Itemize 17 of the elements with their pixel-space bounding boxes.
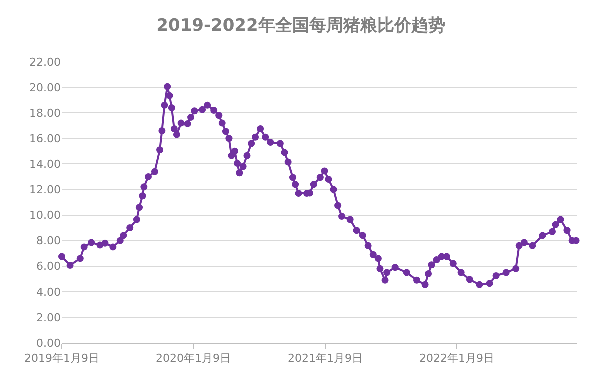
y-tick-label: 2.00 — [36, 311, 61, 324]
y-tick-label: 22.00 — [30, 56, 61, 69]
x-tick-label: 2020年1月9日 — [156, 352, 232, 366]
y-tick-label: 8.00 — [36, 234, 61, 248]
y-tick-label: 18.00 — [30, 106, 61, 120]
y-tick-label: 6.00 — [36, 260, 61, 274]
chart-title: 2019-2022年全国每周猪粮比价趋势 — [156, 16, 446, 36]
y-tick-label: 4.00 — [36, 286, 61, 299]
y-tick-label: 0.00 — [36, 336, 61, 350]
y-tick-label: 16.00 — [30, 132, 61, 146]
y-tick-label: 12.00 — [30, 184, 61, 197]
x-tick-label: 2019年1月9日 — [24, 352, 100, 366]
y-tick-label: 10.00 — [30, 209, 61, 222]
y-tick-label: 20.00 — [30, 81, 61, 94]
x-tick-label: 2022年1月9日 — [419, 352, 494, 366]
x-tick-label: 2021年1月9日 — [288, 352, 363, 366]
y-tick-label: 14.00 — [30, 158, 61, 172]
